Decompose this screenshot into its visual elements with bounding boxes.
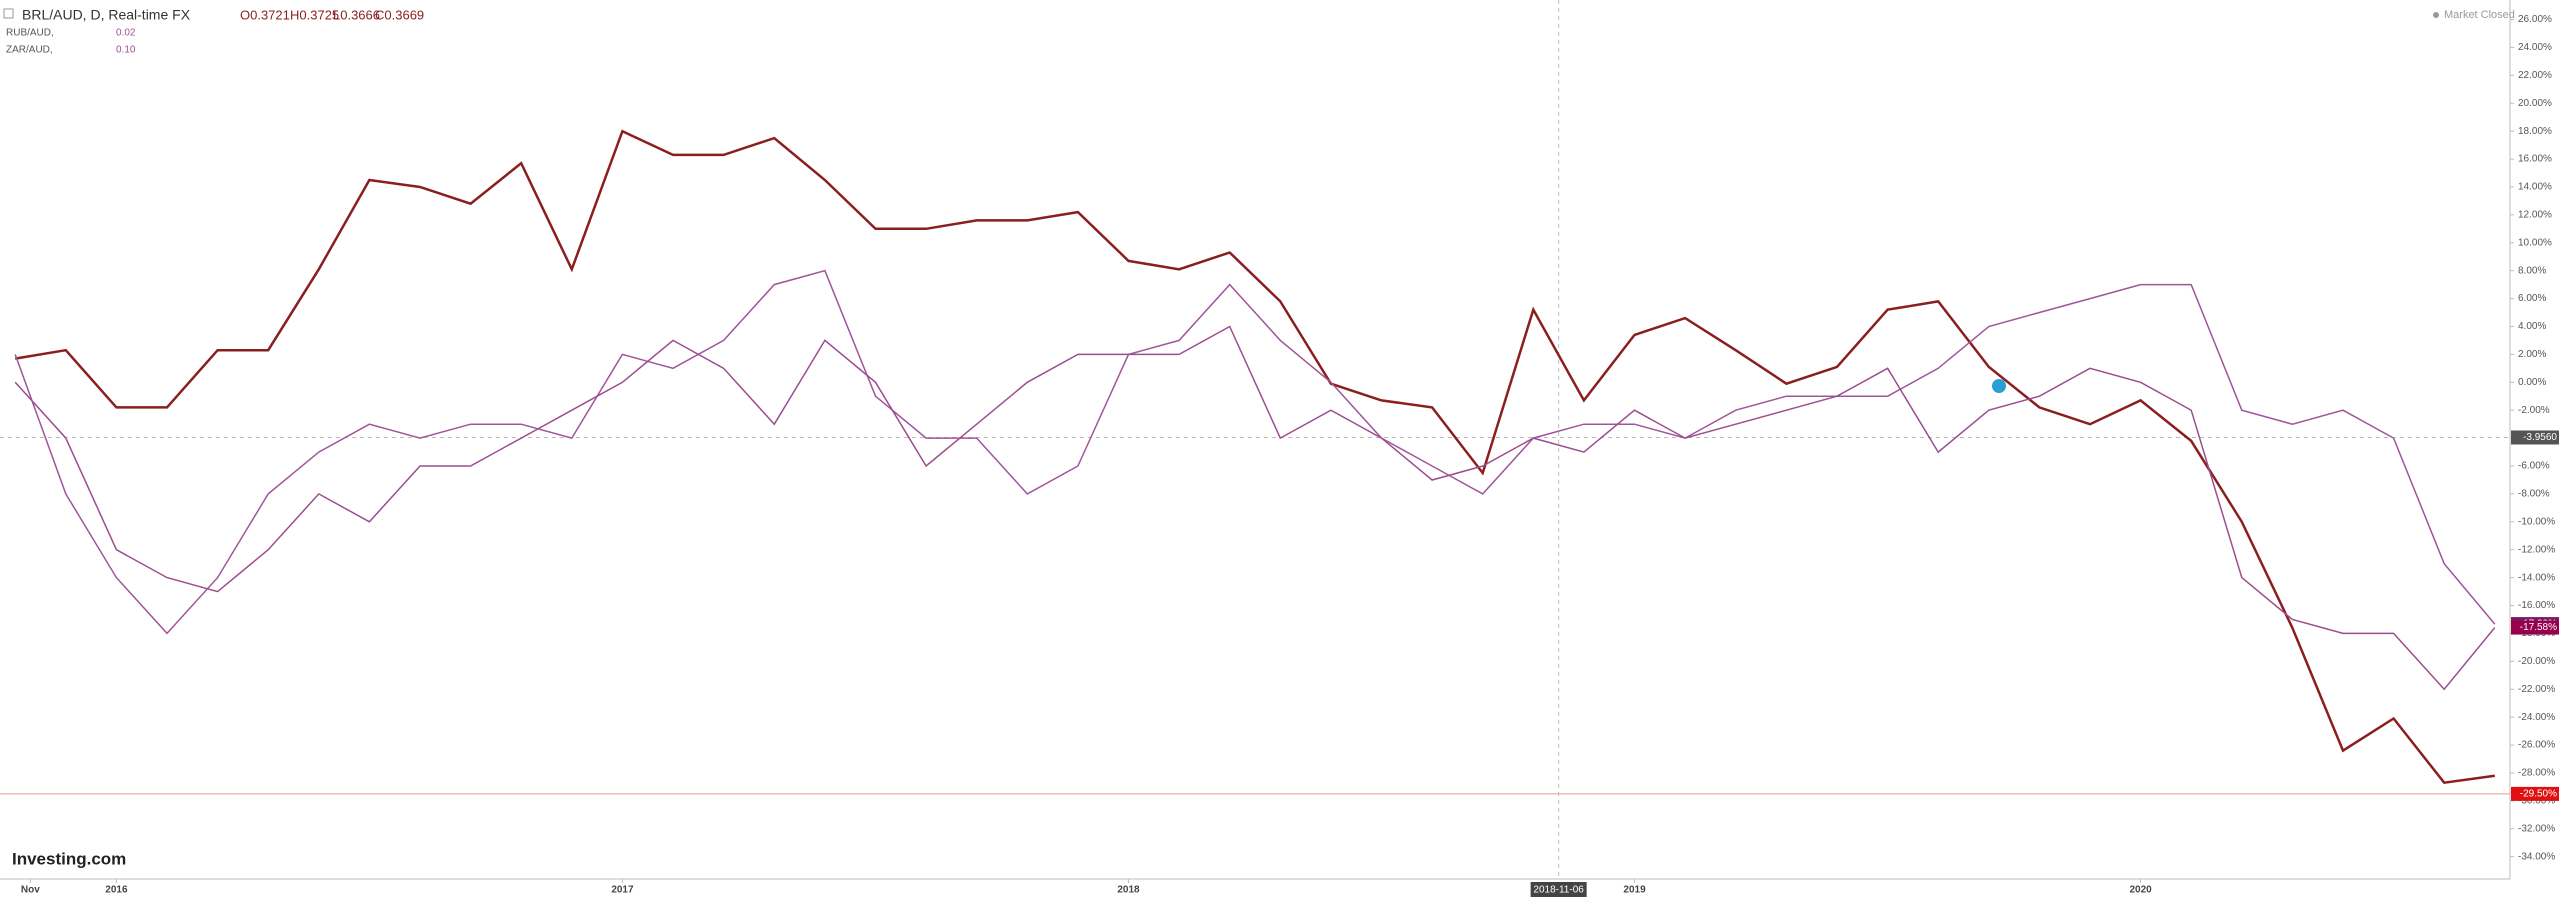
y-tick-label: 12.00% — [2518, 210, 2552, 221]
ohlc-close: C0.3669 — [375, 7, 424, 22]
y-tick-label: 10.00% — [2518, 237, 2552, 248]
series-line — [14, 269, 2496, 635]
x-tick-label: 2018 — [1117, 885, 1140, 896]
y-tick-label: -26.00% — [2518, 740, 2555, 751]
y-tick-label: -6.00% — [2518, 461, 2550, 472]
y-tick-label: -32.00% — [2518, 823, 2555, 834]
collapse-icon[interactable] — [3, 8, 14, 19]
legend-value: 0.10 — [116, 45, 136, 56]
status-dot — [2433, 12, 2439, 18]
logo: Investing.com — [12, 849, 126, 868]
crosshair-price: -3.9560 — [2523, 432, 2557, 443]
y-tick-label: 6.00% — [2518, 293, 2546, 304]
last-value-badge-bg — [2511, 620, 2559, 635]
chart-title: BRL/AUD, D, Real-time FX — [22, 7, 191, 23]
y-tick-label: -30.00% — [2518, 796, 2555, 807]
y-tick-label: -12.00% — [2518, 544, 2555, 555]
series-line — [14, 129, 2495, 785]
series-line — [14, 325, 2496, 691]
crosshair-price-bg — [2511, 430, 2559, 445]
y-tick-label: -28.00% — [2518, 768, 2555, 779]
y-tick-label: 20.00% — [2518, 98, 2552, 109]
y-tick-label: -22.00% — [2518, 684, 2555, 695]
y-tick-label: 16.00% — [2518, 154, 2552, 165]
x-tick-label: 2019 — [1623, 885, 1646, 896]
y-tick-label: -10.00% — [2518, 516, 2555, 527]
last-value-badge-bg — [2511, 786, 2559, 801]
y-tick-label: 0.00% — [2518, 377, 2546, 388]
y-tick-label: -20.00% — [2518, 656, 2555, 667]
y-tick-label: -8.00% — [2518, 489, 2550, 500]
y-tick-label: -34.00% — [2518, 851, 2555, 862]
y-tick-label: 18.00% — [2518, 126, 2552, 137]
y-tick-label: 24.00% — [2518, 42, 2552, 53]
legend-value: 0.02 — [116, 28, 136, 39]
last-value-badge: -29.50% — [2520, 789, 2557, 800]
x-tick-label: 2020 — [2129, 885, 2152, 896]
y-tick-label: 8.00% — [2518, 265, 2546, 276]
y-tick-label: 4.00% — [2518, 321, 2546, 332]
event-marker[interactable] — [1992, 379, 2006, 393]
legend-name: RUB/AUD, — [6, 28, 54, 39]
x-tick-label: 2017 — [611, 885, 634, 896]
ohlc-high: H0.3725 — [290, 7, 339, 22]
y-tick-label: 2.00% — [2518, 349, 2546, 360]
crosshair-date: 2018-11-06 — [1533, 885, 1584, 896]
last-value-badge: -17.58% — [2520, 622, 2557, 633]
market-status: Market Closed — [2444, 9, 2515, 21]
y-tick-label: 14.00% — [2518, 182, 2552, 193]
crosshair-date-bg — [1530, 882, 1587, 897]
ohlc-low: L0.3666 — [333, 7, 380, 22]
legend-name: ZAR/AUD, — [6, 45, 53, 56]
y-tick-label: -24.00% — [2518, 712, 2555, 723]
ohlc-open: O0.3721 — [240, 7, 290, 22]
y-tick-label: 22.00% — [2518, 70, 2552, 81]
y-tick-label: -16.00% — [2518, 600, 2555, 611]
y-tick-label: 26.00% — [2518, 14, 2552, 25]
x-tick-label: Nov — [21, 885, 40, 896]
y-tick-label: -14.00% — [2518, 572, 2555, 583]
x-tick-label: 2016 — [105, 885, 128, 896]
y-tick-label: -2.00% — [2518, 405, 2550, 416]
